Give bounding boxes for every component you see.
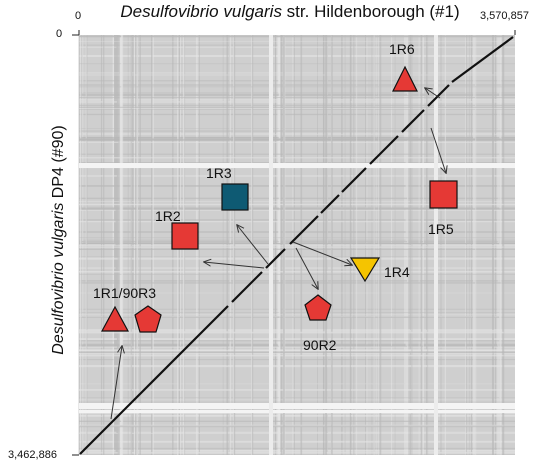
triangle-1R1 bbox=[100, 305, 130, 332]
region-label-90R2: 90R2 bbox=[303, 337, 337, 353]
region-markers bbox=[100, 65, 458, 333]
region-label-1R4: 1R4 bbox=[384, 264, 410, 280]
arrow-1R3 bbox=[237, 225, 269, 265]
x-start-label: 0 bbox=[75, 10, 82, 22]
y-axis-title-strain: DP4 (#90) bbox=[50, 125, 67, 203]
arrow-1R5 bbox=[430, 127, 446, 173]
triangle-1R6 bbox=[392, 65, 418, 92]
x-axis-title: Desulfovibrio vulgaris str. Hildenboroug… bbox=[62, 2, 518, 22]
region-label-1R1: 1R1/90R3 bbox=[93, 285, 156, 301]
x-axis-title-strain: str. Hildenborough (#1) bbox=[281, 2, 460, 21]
region-label-1R5: 1R5 bbox=[428, 221, 454, 237]
alignment-diagonal bbox=[79, 36, 514, 455]
square-1R5 bbox=[429, 180, 458, 209]
square-1R2 bbox=[171, 222, 199, 250]
arrow-1R2 bbox=[204, 262, 265, 269]
x-end-label: 3,570,857 bbox=[480, 10, 529, 22]
y-start-label: 0 bbox=[56, 28, 63, 40]
x-axis-title-species: Desulfovibrio vulgaris bbox=[120, 2, 282, 21]
pentagon-90R2 bbox=[304, 294, 332, 321]
arrow-1R4 bbox=[292, 241, 352, 265]
region-label-1R6: 1R6 bbox=[389, 41, 415, 57]
arrow-90R2 bbox=[295, 247, 318, 289]
region-arrows bbox=[110, 88, 446, 420]
y-end-label: 3,462,886 bbox=[8, 449, 57, 461]
pentagon-90R3 bbox=[134, 305, 162, 333]
triangle-down-1R4 bbox=[349, 257, 381, 283]
arrow-1R6 bbox=[425, 88, 441, 99]
square-1R3 bbox=[221, 183, 249, 211]
arrow-1R1 bbox=[110, 346, 122, 420]
y-axis-title: Desulfovibrio vulgaris DP4 (#90) bbox=[50, 125, 68, 354]
region-label-1R2: 1R2 bbox=[155, 208, 181, 224]
region-label-1R3: 1R3 bbox=[206, 165, 232, 181]
y-axis-title-species: Desulfovibrio vulgaris bbox=[50, 202, 67, 355]
